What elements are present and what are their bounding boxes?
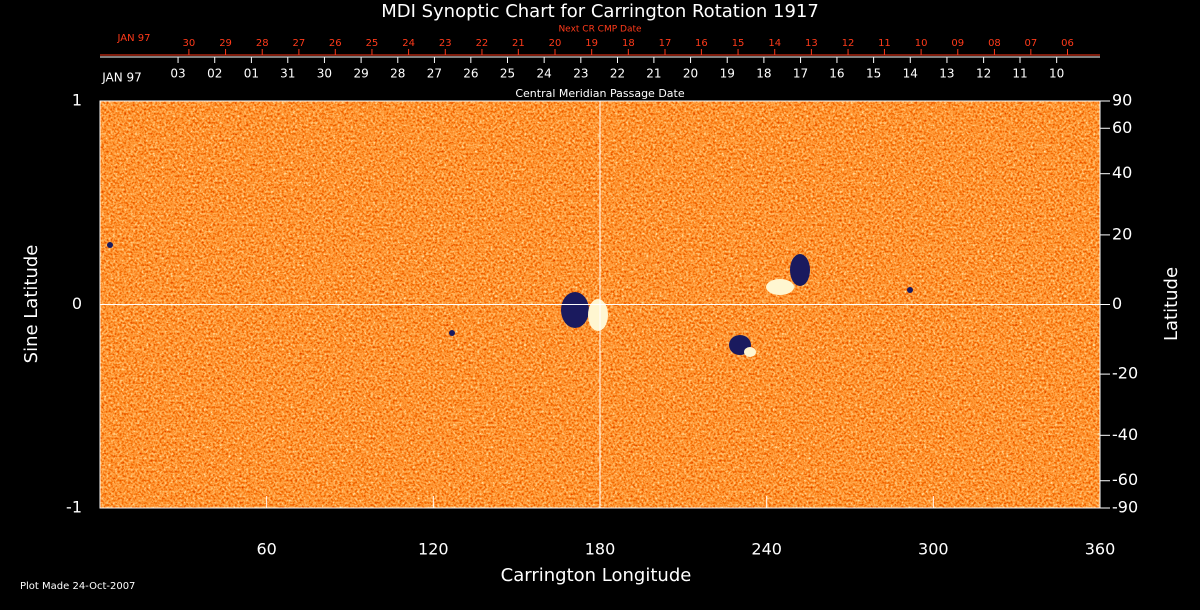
date-label: 24 bbox=[537, 67, 552, 81]
date-label: 15 bbox=[732, 38, 745, 49]
date-label: 16 bbox=[829, 67, 844, 81]
date-label: 12 bbox=[976, 67, 991, 81]
top-axis-title: Central Meridian Passage Date bbox=[515, 87, 684, 100]
y2-tick-label: 20 bbox=[1112, 224, 1132, 243]
y-tick-label: 0 bbox=[72, 294, 82, 313]
date-label: 17 bbox=[793, 67, 808, 81]
date-label: 26 bbox=[463, 67, 478, 81]
date-label: 18 bbox=[622, 38, 635, 49]
next-month-label: JAN 97 bbox=[117, 33, 151, 44]
date-label: 30 bbox=[317, 67, 332, 81]
date-label: 02 bbox=[207, 67, 222, 81]
date-label: 27 bbox=[427, 67, 442, 81]
y2-tick-label: -60 bbox=[1112, 470, 1138, 489]
x-tick-label: 60 bbox=[256, 540, 276, 559]
footer: Plot Made 24-Oct-2007 bbox=[20, 581, 135, 592]
x-tick-label: 240 bbox=[751, 540, 782, 559]
date-label: 25 bbox=[366, 38, 379, 49]
x-tick-label: 300 bbox=[918, 540, 949, 559]
date-label: 01 bbox=[244, 67, 259, 81]
x-axis-label: Carrington Longitude bbox=[501, 565, 692, 586]
date-label: 30 bbox=[183, 38, 196, 49]
date-label: 17 bbox=[659, 38, 672, 49]
date-label: 27 bbox=[293, 38, 306, 49]
date-label: 15 bbox=[866, 67, 881, 81]
top-month-label: JAN 97 bbox=[101, 71, 142, 85]
date-label: 28 bbox=[390, 67, 405, 81]
date-label: 16 bbox=[695, 38, 708, 49]
date-label: 06 bbox=[1061, 38, 1074, 49]
date-label: 03 bbox=[170, 67, 185, 81]
y2-tick-label: 0 bbox=[1112, 294, 1122, 313]
date-label: 31 bbox=[280, 67, 295, 81]
date-label: 19 bbox=[720, 67, 735, 81]
y2-tick-label: 60 bbox=[1112, 118, 1132, 137]
date-label: 11 bbox=[878, 38, 891, 49]
y2-axis-label: Latitude bbox=[1161, 267, 1182, 341]
date-label: 20 bbox=[549, 38, 562, 49]
date-label: 22 bbox=[476, 38, 489, 49]
date-label: 09 bbox=[951, 38, 964, 49]
y-axis-label: Sine Latitude bbox=[21, 245, 42, 364]
next-axis-title: Next CR CMP Date bbox=[558, 25, 642, 35]
y2-tick-label: -90 bbox=[1112, 498, 1138, 517]
date-label: 23 bbox=[439, 38, 452, 49]
date-label: 26 bbox=[329, 38, 342, 49]
y2-tick-label: 40 bbox=[1112, 163, 1132, 182]
date-label: 12 bbox=[842, 38, 855, 49]
date-label: 19 bbox=[585, 38, 598, 49]
date-label: 28 bbox=[256, 38, 269, 49]
date-label: 08 bbox=[988, 38, 1001, 49]
date-label: 25 bbox=[500, 67, 515, 81]
y2-tick-label: -20 bbox=[1112, 364, 1138, 383]
chart-title: MDI Synoptic Chart for Carrington Rotati… bbox=[381, 1, 819, 22]
date-label: 11 bbox=[1012, 67, 1027, 81]
date-label: 13 bbox=[939, 67, 954, 81]
date-label: 14 bbox=[768, 38, 781, 49]
date-label: 29 bbox=[353, 67, 368, 81]
x-tick-label: 360 bbox=[1085, 540, 1116, 559]
date-label: 24 bbox=[402, 38, 415, 49]
date-label: 20 bbox=[683, 67, 698, 81]
date-label: 13 bbox=[805, 38, 818, 49]
x-tick-label: 120 bbox=[418, 540, 449, 559]
date-label: 23 bbox=[573, 67, 588, 81]
date-label: 21 bbox=[646, 67, 661, 81]
date-label: 29 bbox=[219, 38, 232, 49]
y-tick-label: 1 bbox=[72, 91, 82, 110]
y2-tick-label: -40 bbox=[1112, 425, 1138, 444]
y2-tick-label: 90 bbox=[1112, 91, 1132, 110]
date-label: 07 bbox=[1024, 38, 1037, 49]
date-label: 22 bbox=[610, 67, 625, 81]
y-tick-label: -1 bbox=[66, 498, 82, 517]
date-label: 21 bbox=[512, 38, 525, 49]
date-label: 18 bbox=[756, 67, 771, 81]
date-label: 10 bbox=[915, 38, 928, 49]
x-tick-label: 180 bbox=[585, 540, 616, 559]
date-label: 10 bbox=[1049, 67, 1064, 81]
date-label: 14 bbox=[903, 67, 918, 81]
